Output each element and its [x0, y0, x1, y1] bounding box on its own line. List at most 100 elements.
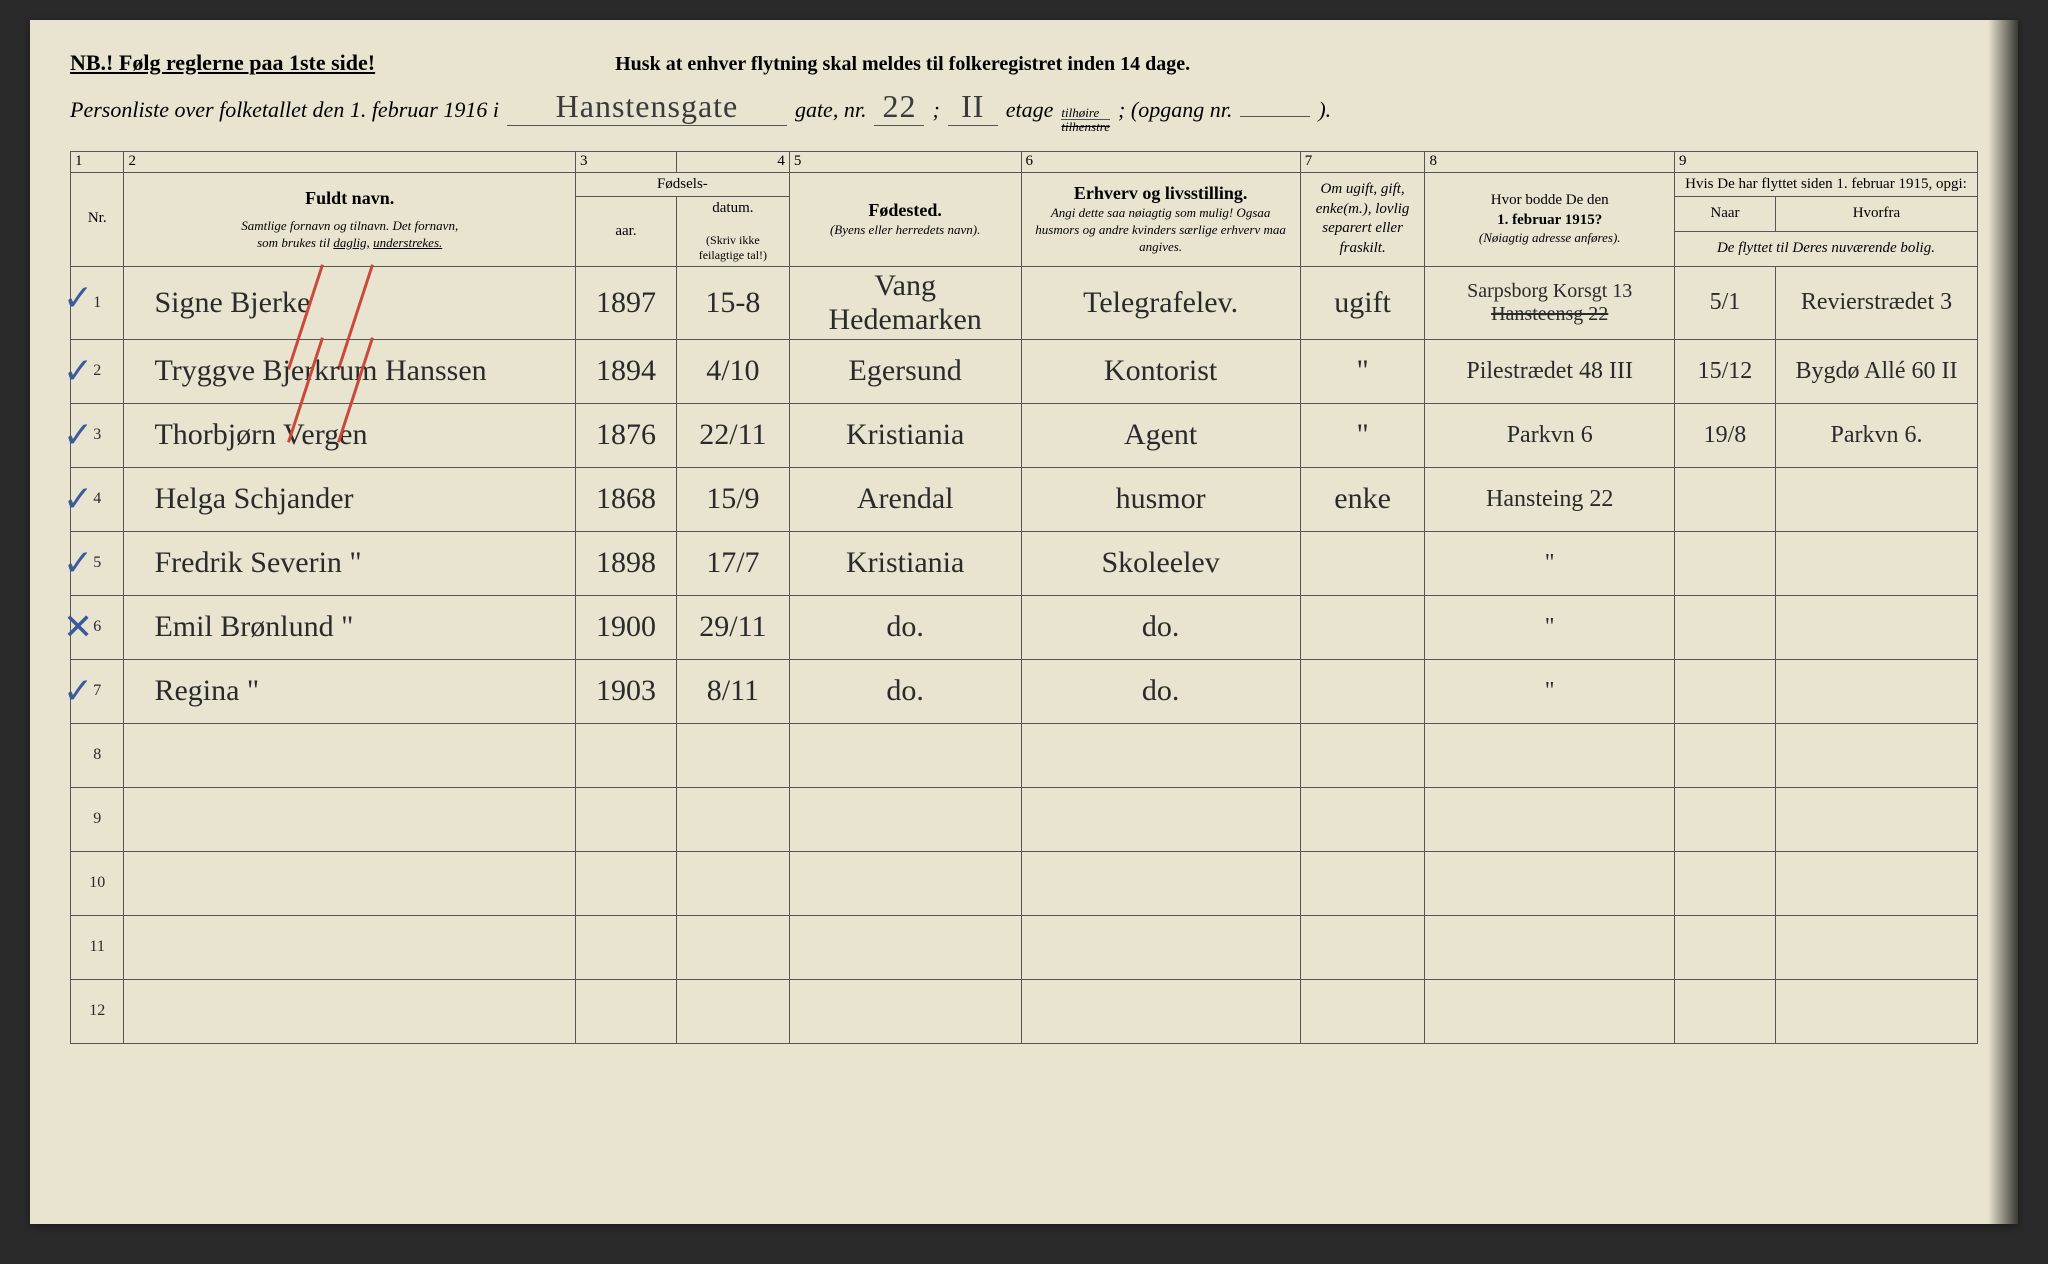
row-year: 1900: [575, 595, 676, 659]
col34-group: Fødsels-: [575, 172, 789, 197]
row-moved-from: [1775, 595, 1977, 659]
census-table: 1 2 3 4 5 6 7 8 9 Nr. Fuldt navn. Samtli…: [70, 151, 1978, 1044]
row-moved-when: 5/1: [1674, 266, 1775, 339]
row-status: [1300, 915, 1425, 979]
row-nr: 4✓: [71, 467, 124, 531]
semicolon: ;: [932, 97, 939, 123]
row-moved-when: [1674, 531, 1775, 595]
row-occupation: [1021, 723, 1300, 787]
row-date: 29/11: [676, 595, 789, 659]
row-nr: 8: [71, 723, 124, 787]
reminder-text: Husk at enhver flytning skal meldes til …: [615, 53, 1190, 76]
row-moved-from: [1775, 531, 1977, 595]
col2-header: Fuldt navn. Samtlige fornavn og tilnavn.…: [124, 172, 576, 266]
row-occupation: [1021, 979, 1300, 1043]
row-moved-when: [1674, 467, 1775, 531]
col2-understrekes: understrekes.: [373, 235, 442, 250]
table-row: 8: [71, 723, 1978, 787]
row-occupation: [1021, 915, 1300, 979]
col6-title: Erhverv og livsstilling.: [1028, 182, 1294, 205]
row-moved-from: Revierstrædet 3: [1775, 266, 1977, 339]
table-row: 2✓Tryggve Bjerkrum Hanssen18944/10Egersu…: [71, 339, 1978, 403]
row-addr1915: [1425, 979, 1675, 1043]
row-birthplace: [789, 787, 1021, 851]
row-birthplace: [789, 851, 1021, 915]
table-row: 9: [71, 787, 1978, 851]
row-occupation: Kontorist: [1021, 339, 1300, 403]
row-name: Tryggve Bjerkrum Hanssen: [124, 339, 576, 403]
row-year: [575, 915, 676, 979]
row-name: Regina ": [124, 659, 576, 723]
row-moved-from: Bygdø Allé 60 II: [1775, 339, 1977, 403]
gate-label: gate, nr.: [795, 97, 867, 123]
row-date: 17/7: [676, 531, 789, 595]
row-year: [575, 851, 676, 915]
row-year: 1876: [575, 403, 676, 467]
row-status: [1300, 979, 1425, 1043]
table-row: 1✓Signe Bjerke189715-8Vang HedemarkenTel…: [71, 266, 1978, 339]
row-date: 15-8: [676, 266, 789, 339]
close-paren: ).: [1318, 97, 1331, 123]
row-addr1915: [1425, 787, 1675, 851]
row-birthplace: do.: [789, 659, 1021, 723]
row-birthplace: [789, 979, 1021, 1043]
opgang-val: [1240, 116, 1310, 117]
blue-checkmark: ✕: [63, 606, 93, 648]
row-moved-when: [1674, 851, 1775, 915]
row-date: 22/11: [676, 403, 789, 467]
col4-datum: datum. (Skriv ikke feilagtige tal!): [676, 197, 789, 267]
row-moved-from: [1775, 467, 1977, 531]
top-instruction-line: NB.! Følg reglerne paa 1ste side! Husk a…: [70, 50, 1978, 76]
colnum-3: 3: [575, 152, 676, 173]
row-addr1915: [1425, 915, 1675, 979]
row-addr1915: [1425, 723, 1675, 787]
row-addr1915: Hansteing 22: [1425, 467, 1675, 531]
col2-title: Fuldt navn.: [130, 187, 569, 210]
row-moved-from: [1775, 915, 1977, 979]
row-status: ugift: [1300, 266, 1425, 339]
row-name: Emil Brønlund ": [124, 595, 576, 659]
col5-title: Fødested.: [796, 199, 1015, 222]
row-birthplace: Kristiania: [789, 403, 1021, 467]
table-body: 1✓Signe Bjerke189715-8Vang HedemarkenTel…: [71, 266, 1978, 1043]
row-nr: 10: [71, 851, 124, 915]
row-date: [676, 851, 789, 915]
form-prefix: Personliste over folketallet den 1. febr…: [70, 97, 499, 123]
row-occupation: [1021, 787, 1300, 851]
row-moved-when: [1674, 787, 1775, 851]
row-year: 1868: [575, 467, 676, 531]
blue-checkmark: ✓: [63, 670, 93, 712]
col8-title: Hvor bodde De den1. februar 1915?: [1431, 191, 1668, 230]
house-nr-hw: 22: [874, 88, 924, 126]
col8-sub: (Nøiagtig adresse anføres).: [1431, 230, 1668, 247]
col9-hvorfra: Hvorfra: [1775, 197, 1977, 232]
colnum-9: 9: [1674, 152, 1977, 173]
row-year: 1894: [575, 339, 676, 403]
row-moved-when: [1674, 595, 1775, 659]
col5-sub: (Byens eller herredets navn).: [796, 222, 1015, 239]
table-row: 4✓Helga Schjander186815/9Arendalhusmoren…: [71, 467, 1978, 531]
row-name: [124, 723, 576, 787]
row-date: 8/11: [676, 659, 789, 723]
row-date: [676, 787, 789, 851]
row-name: [124, 979, 576, 1043]
col8-header: Hvor bodde De den1. februar 1915? (Nøiag…: [1425, 172, 1675, 266]
col6-sub: Angi dette saa nøiagtig som mulig! Ogsaa…: [1028, 205, 1294, 256]
colnum-8: 8: [1425, 152, 1675, 173]
blue-checkmark: ✓: [63, 350, 93, 392]
colnum-6: 6: [1021, 152, 1300, 173]
row-addr1915: [1425, 851, 1675, 915]
row-status: enke: [1300, 467, 1425, 531]
row-date: [676, 915, 789, 979]
table-row: 11: [71, 915, 1978, 979]
col5-header: Fødested. (Byens eller herredets navn).: [789, 172, 1021, 266]
row-date: 15/9: [676, 467, 789, 531]
row-nr: 1✓: [71, 266, 124, 339]
row-name: [124, 851, 576, 915]
blue-checkmark: ✓: [63, 414, 93, 456]
row-status: [1300, 595, 1425, 659]
table-row: 7✓Regina "19038/11do.do.": [71, 659, 1978, 723]
table-row: 10: [71, 851, 1978, 915]
row-nr: 7✓: [71, 659, 124, 723]
row-date: 4/10: [676, 339, 789, 403]
